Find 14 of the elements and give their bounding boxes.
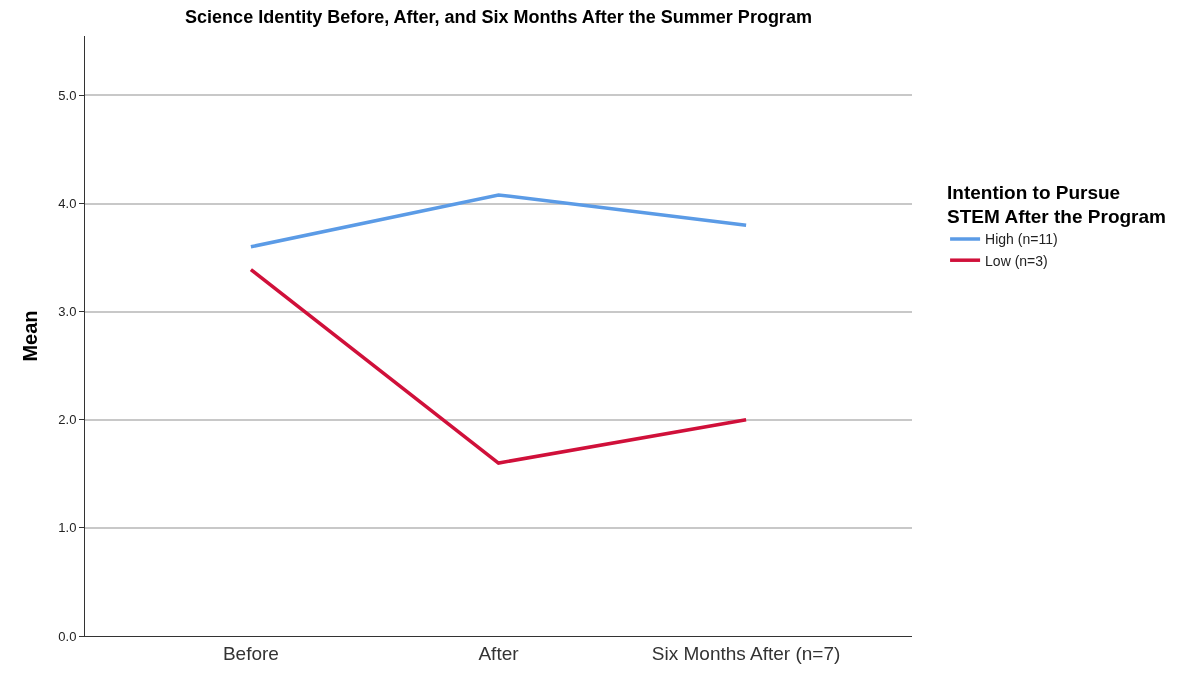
y-tick-label: 4.0 (58, 196, 77, 212)
x-tick-label: After (478, 642, 520, 664)
x-tick-label: Six Months After (n=7) (651, 642, 841, 664)
chart-title: Science Identity Before, After, and Six Months After the Summer Program (185, 6, 812, 27)
y-axis-title: Mean (18, 310, 41, 362)
y-tick-label: 3.0 (58, 304, 77, 320)
x-tick-label: Before (222, 642, 279, 664)
legend-label: High (n=11) (985, 231, 1058, 248)
y-tick-label: 0.0 (58, 628, 77, 644)
legend-title: Intention to Pursue STEM After the Program (947, 181, 1166, 228)
legend-label: Low (n=3) (985, 252, 1048, 269)
y-tick-label: 2.0 (58, 412, 77, 428)
y-tick-label: 5.0 (58, 88, 77, 104)
y-tick-label: 1.0 (58, 520, 77, 536)
